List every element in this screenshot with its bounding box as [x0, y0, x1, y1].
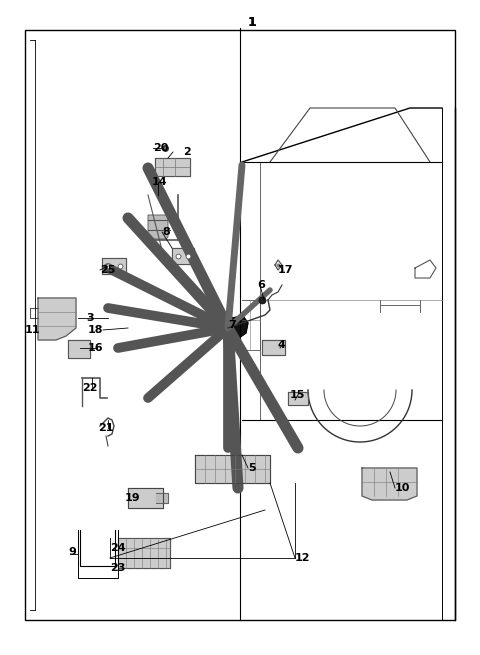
Text: 24: 24: [110, 543, 126, 553]
Text: 19: 19: [125, 493, 141, 503]
Text: 15: 15: [290, 390, 305, 400]
Text: 4: 4: [278, 340, 286, 350]
Text: 1: 1: [248, 16, 257, 29]
Polygon shape: [216, 316, 248, 340]
Text: 6: 6: [257, 280, 265, 290]
Polygon shape: [195, 455, 270, 483]
Text: 21: 21: [98, 423, 113, 433]
Text: 2: 2: [183, 147, 191, 157]
Text: 5: 5: [248, 463, 256, 473]
Text: 11: 11: [25, 325, 40, 335]
Polygon shape: [38, 298, 76, 340]
Text: 9: 9: [68, 547, 76, 557]
Text: 7: 7: [228, 320, 236, 330]
Polygon shape: [118, 538, 170, 568]
Text: 17: 17: [278, 265, 293, 275]
Bar: [25, 30, 455, 620]
Text: 20: 20: [153, 143, 168, 153]
Polygon shape: [155, 158, 190, 176]
Polygon shape: [68, 340, 90, 358]
Text: 3: 3: [86, 313, 94, 323]
Text: 18: 18: [88, 325, 104, 335]
Polygon shape: [288, 392, 308, 405]
Polygon shape: [128, 488, 163, 508]
Polygon shape: [102, 258, 126, 274]
Text: 16: 16: [88, 343, 104, 353]
Polygon shape: [262, 340, 285, 355]
Text: 8: 8: [162, 227, 170, 237]
Text: 14: 14: [152, 177, 168, 187]
Text: 1: 1: [248, 16, 257, 29]
Polygon shape: [362, 468, 417, 500]
Polygon shape: [172, 248, 194, 264]
Text: 10: 10: [395, 483, 410, 493]
Text: 22: 22: [82, 383, 97, 393]
Text: 25: 25: [100, 265, 115, 275]
Polygon shape: [148, 215, 168, 239]
Text: 12: 12: [295, 553, 311, 563]
Polygon shape: [156, 493, 168, 503]
Text: 23: 23: [110, 563, 125, 573]
